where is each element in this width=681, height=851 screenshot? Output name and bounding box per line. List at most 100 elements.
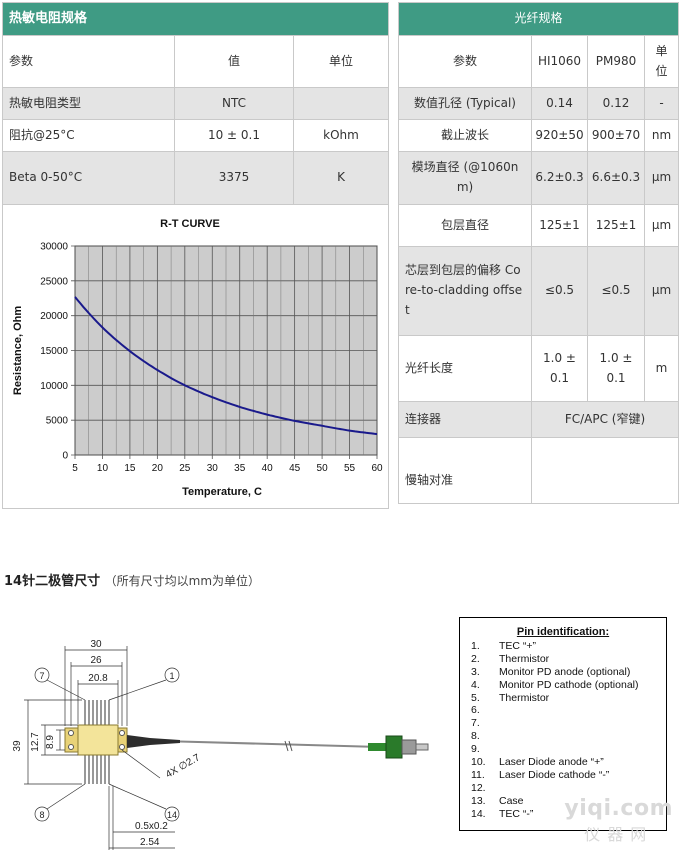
pin-row: 1. TEC “+” xyxy=(460,640,666,653)
rt-curve-cell: 5 10 15 20 25 30 35 40 45 50 55 60 0 5000 10000 15000 20… xyxy=(1,204,390,509)
unit-cell: μm xyxy=(643,151,680,205)
param-cell: 模场直径 (@1060nm) xyxy=(398,151,532,205)
hi1060-cell: 1.0 ± 0.1 xyxy=(531,335,588,402)
param-cell: Beta 0-50°C xyxy=(2,151,175,205)
pin-number: 14. xyxy=(471,807,486,820)
hi1060-cell: 6.2±0.3 xyxy=(531,151,588,205)
rt-curve-line xyxy=(74,296,378,436)
unit-cell xyxy=(292,87,390,120)
y-tick-label: 25000 xyxy=(40,276,68,287)
pin-identification-box: Pin identification: 1. TEC “+” 2. Thermisto… xyxy=(459,617,667,831)
dim-39: 39 xyxy=(12,740,23,752)
x-tick-label: 60 xyxy=(371,463,383,474)
pin-number: 10. xyxy=(471,756,486,769)
y-tick-label: 0 xyxy=(62,451,68,462)
hi1060-cell: 125±1 xyxy=(531,204,588,247)
hi1060-cell: 0.14 xyxy=(531,87,588,120)
pin-row: 7. xyxy=(460,717,666,730)
x-axis-label: Temperature, C xyxy=(182,486,262,498)
dim-pin-width: 0.5x0.2 xyxy=(135,821,168,832)
watermark-line2: 仪器网 xyxy=(584,825,654,844)
param-cell: 截止波长 xyxy=(398,119,532,152)
dim-8-9: 8.9 xyxy=(45,735,56,749)
chart-title: R-T CURVE xyxy=(160,218,220,230)
param-cell: 包层直径 xyxy=(398,204,532,247)
param-cell: 阻抗@25°C xyxy=(2,119,175,152)
pin-label: Laser Diode anode “+” xyxy=(499,756,604,769)
watermark: yiqi.com 仪器网 xyxy=(564,796,673,845)
pin-number: 9. xyxy=(471,743,480,756)
x-tick-label: 5 xyxy=(72,463,78,474)
pin-callouts xyxy=(34,667,180,822)
pin-number: 5. xyxy=(471,691,480,704)
param-cell: 数值孔径 (Typical) xyxy=(398,87,532,120)
header-unit: 单位 xyxy=(643,35,680,88)
y-tick-label: 10000 xyxy=(40,381,68,392)
pm980-cell: 125±1 xyxy=(587,204,645,247)
fiber-boot xyxy=(127,735,180,748)
pin-label: Laser Diode cathode “-” xyxy=(499,768,610,781)
pin-row: 6. xyxy=(460,704,666,717)
y-tick-label: 30000 xyxy=(40,242,68,253)
pin-number: 4. xyxy=(471,678,480,691)
x-tick-label: 50 xyxy=(317,463,329,474)
value-cell: 3375 xyxy=(174,151,294,205)
pin-number: 11. xyxy=(471,768,485,781)
hi1060-cell: ≤0.5 xyxy=(531,246,588,336)
header-pm980: PM980 xyxy=(587,35,645,88)
unit-cell: μm xyxy=(643,204,680,247)
pin-label: Thermistor xyxy=(499,652,550,665)
x-tick-label: 45 xyxy=(289,463,301,474)
pm980-cell: 900±70 xyxy=(587,119,645,152)
fiber-line xyxy=(179,740,381,748)
left-dimensions xyxy=(24,699,82,785)
pin-identification-title: Pin identification: xyxy=(516,626,610,638)
fiber-break xyxy=(284,740,293,752)
pin-number: 7. xyxy=(471,717,480,730)
dim-12-7: 12.7 xyxy=(30,732,41,752)
callout-1: 1 xyxy=(169,671,174,681)
bottom-pins xyxy=(84,750,110,784)
unit-cell: kOhm xyxy=(292,119,390,152)
dim-hole: 4X ∅2.7 xyxy=(164,752,202,781)
pin-number: 2. xyxy=(471,652,480,665)
dim-pitch: 2.54 xyxy=(140,837,160,848)
table-row: 热敏电阻类型 NTC xyxy=(2,87,390,120)
pm980-cell: ≤0.5 xyxy=(587,246,645,336)
thermistor-spec-table: 热敏电阻规格 参数 值 单位 热敏电阻类型 NTC 阻抗@25°C 10 ± 0… xyxy=(1,2,390,509)
dim-30: 30 xyxy=(90,639,102,650)
section-note: （所有尺寸均以mm为单位） xyxy=(104,574,261,588)
table-row: 截止波长 920±50 900±70 nm xyxy=(398,119,680,152)
table-row: 包层直径 125±1 125±1 μm xyxy=(398,204,680,247)
thermistor-title: 热敏电阻规格 xyxy=(1,2,390,36)
header-value: 值 xyxy=(174,35,294,88)
x-tick-label: 35 xyxy=(234,463,246,474)
hi1060-cell: 920±50 xyxy=(531,119,588,152)
y-axis-label: Resistance, Ohm xyxy=(12,306,24,395)
dim-20-8: 20.8 xyxy=(88,673,108,684)
callout-14: 14 xyxy=(167,810,177,820)
pin-number: 8. xyxy=(471,730,480,743)
pin-label: Thermistor xyxy=(499,691,550,704)
table-row: 数值孔径 (Typical) 0.14 0.12 - xyxy=(398,87,680,120)
callout-7: 7 xyxy=(39,671,44,681)
dim-26: 26 xyxy=(90,655,102,666)
x-tick-label: 10 xyxy=(97,463,109,474)
pin-number: 1. xyxy=(471,640,480,652)
top-dimensions xyxy=(64,646,128,726)
value-cell: NTC xyxy=(174,87,294,120)
y-tick-label: 15000 xyxy=(40,346,68,357)
unit-cell: m xyxy=(643,335,680,402)
callout-8: 8 xyxy=(39,810,44,820)
mount-hole xyxy=(119,744,125,750)
connector-body xyxy=(385,735,403,759)
pin-row: 10. Laser Diode anode “+” xyxy=(460,756,666,769)
y-tick-label: 20000 xyxy=(40,311,68,322)
pm980-cell: 6.6±0.3 xyxy=(587,151,645,205)
mount-hole xyxy=(119,730,125,736)
param-cell: 芯层到包层的偏移 Core-to-cladding offset xyxy=(398,246,532,336)
header-param: 参数 xyxy=(398,35,532,88)
watermark-line1: yiqi.com xyxy=(564,796,673,821)
section-title: 14针二极管尺寸 （所有尺寸均以mm为单位） xyxy=(4,574,261,589)
unit-cell: K xyxy=(292,151,390,205)
